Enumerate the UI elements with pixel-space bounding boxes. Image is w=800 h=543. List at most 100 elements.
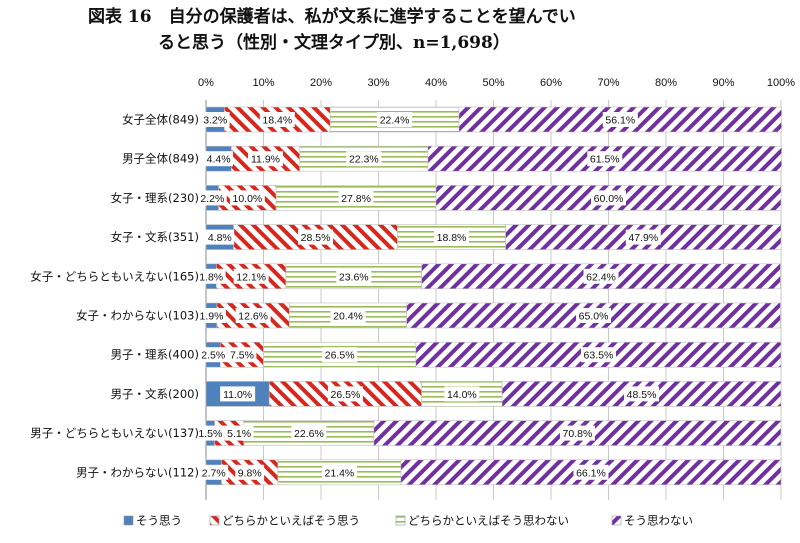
category-label: 女子・文系(351) <box>111 230 199 244</box>
data-label-background <box>229 190 265 206</box>
data-label: 11.0% <box>223 389 252 401</box>
legend-item: そう思う <box>123 514 182 528</box>
data-label-background <box>196 268 226 284</box>
data-label-background <box>322 347 358 363</box>
data-label: 10.0% <box>233 193 263 205</box>
data-label: 63.5% <box>584 350 614 362</box>
data-labels: 3.2% 18.4% 22.4% 56.1% 4.4% 11.9% 22.3% 61.5% 2.… <box>195 112 661 480</box>
category-label: 男子・理系(400) <box>111 348 199 362</box>
data-label-background <box>204 151 234 167</box>
legend: そう思う どちらかといえばそう思う どちらかといえばそう思わない そう思わない <box>123 514 693 528</box>
data-label-background <box>573 464 609 480</box>
legend-item: そう思わない <box>611 514 693 528</box>
data-label: 2.7% <box>202 467 226 479</box>
data-label-background <box>197 190 227 206</box>
data-label-background <box>330 308 366 323</box>
data-label-background <box>220 386 256 402</box>
data-label: 26.5% <box>325 350 355 362</box>
data-label-background <box>338 190 374 206</box>
data-label: 47.9% <box>628 232 658 244</box>
data-label: 9.8% <box>238 467 262 479</box>
data-label: 61.5% <box>590 154 620 166</box>
x-tick-label: 80% <box>655 77 677 89</box>
data-label: 22.6% <box>294 428 324 440</box>
data-label: 1.9% <box>199 311 223 323</box>
legend-label: そう思う <box>136 514 182 528</box>
data-label: 4.4% <box>207 154 231 166</box>
x-tick-label: 20% <box>310 77 332 89</box>
data-label-background <box>434 229 470 245</box>
data-label: 1.5% <box>198 428 222 440</box>
category-label: 女子全体(849) <box>122 113 199 127</box>
data-label-background <box>602 112 638 127</box>
x-tick-label: 0% <box>198 77 214 89</box>
chart-title-line-2: ると思う（性別・文理タイプ別、n=1,698） <box>158 33 510 53</box>
x-axis-tick-labels: 0% 10% 20% 30% 40% 50% 60% 70% 80% 90% 100% <box>198 77 795 89</box>
data-label: 62.4% <box>586 271 616 283</box>
data-label: 65.0% <box>579 311 609 323</box>
data-label: 66.1% <box>576 467 606 479</box>
data-label: 27.8% <box>341 193 371 205</box>
category-label: 男子全体(849) <box>122 152 199 166</box>
data-label-background <box>197 308 226 323</box>
data-label-background <box>346 151 382 167</box>
data-label-background <box>444 386 480 402</box>
data-label: 4.8% <box>208 232 232 244</box>
data-label: 3.2% <box>203 115 227 127</box>
data-label: 18.4% <box>262 115 292 127</box>
category-label: 女子・どちらともいえない(165) <box>30 269 199 283</box>
legend-swatch <box>611 515 622 526</box>
x-tick-label: 40% <box>425 77 447 89</box>
data-label-background <box>233 268 269 284</box>
x-tick-label: 50% <box>482 77 504 89</box>
data-label: 60.0% <box>594 193 624 205</box>
legend-swatch <box>123 515 134 526</box>
category-label: 女子・わからない(103) <box>76 309 199 323</box>
data-label: 20.4% <box>333 311 363 323</box>
data-label: 70.8% <box>563 428 593 440</box>
data-label: 7.5% <box>230 350 254 362</box>
data-label-background <box>377 112 413 127</box>
category-labels: 女子全体(849) 男子全体(849) 女子・理系(230) 女子・文系(351) 女子… <box>30 113 199 480</box>
data-label-background <box>583 268 619 284</box>
chart-title: 図表 16 自分の保護者は、私が文系に進学することを望んでい ると思う（性別・文… <box>88 4 778 56</box>
data-label: 28.5% <box>301 232 331 244</box>
bar-segment <box>373 420 782 446</box>
data-label: 2.2% <box>200 193 224 205</box>
data-label: 18.8% <box>437 232 467 244</box>
data-label-background <box>625 229 661 245</box>
data-label: 5.1% <box>227 428 251 440</box>
legend-label: どちらかといえばそう思う <box>222 514 360 528</box>
x-tick-label: 10% <box>252 77 274 89</box>
data-label: 48.5% <box>627 389 657 401</box>
data-label: 26.5% <box>331 389 361 401</box>
legend-swatch <box>209 515 220 526</box>
legend-item: どちらかといえばそう思わない <box>395 514 569 528</box>
data-label-background <box>227 347 257 363</box>
x-tick-label: 70% <box>597 77 619 89</box>
data-label: 23.6% <box>339 271 369 283</box>
data-label-background <box>248 151 284 167</box>
data-label: 2.5% <box>201 350 225 362</box>
data-label: 1.8% <box>199 271 223 283</box>
data-label-background <box>576 308 612 323</box>
legend-item: どちらかといえばそう思う <box>209 514 360 528</box>
data-label-background <box>321 464 357 480</box>
legend-swatch <box>395 515 406 526</box>
data-label-background <box>291 425 327 441</box>
data-label-background <box>235 308 271 323</box>
x-tick-label: 30% <box>367 77 389 89</box>
data-label: 12.1% <box>236 271 266 283</box>
data-label-background <box>559 425 595 441</box>
data-label: 11.9% <box>251 154 280 166</box>
data-label-background <box>199 464 229 480</box>
data-label: 14.0% <box>447 389 477 401</box>
category-label: 男子・わからない(112) <box>76 465 199 479</box>
data-label-background <box>195 425 225 441</box>
x-tick-label: 90% <box>712 77 734 89</box>
data-label-background <box>327 386 363 402</box>
data-label: 22.4% <box>380 115 410 127</box>
category-label: 女子・理系(230) <box>111 191 199 205</box>
data-label-background <box>200 112 230 127</box>
data-label-background <box>587 151 623 167</box>
